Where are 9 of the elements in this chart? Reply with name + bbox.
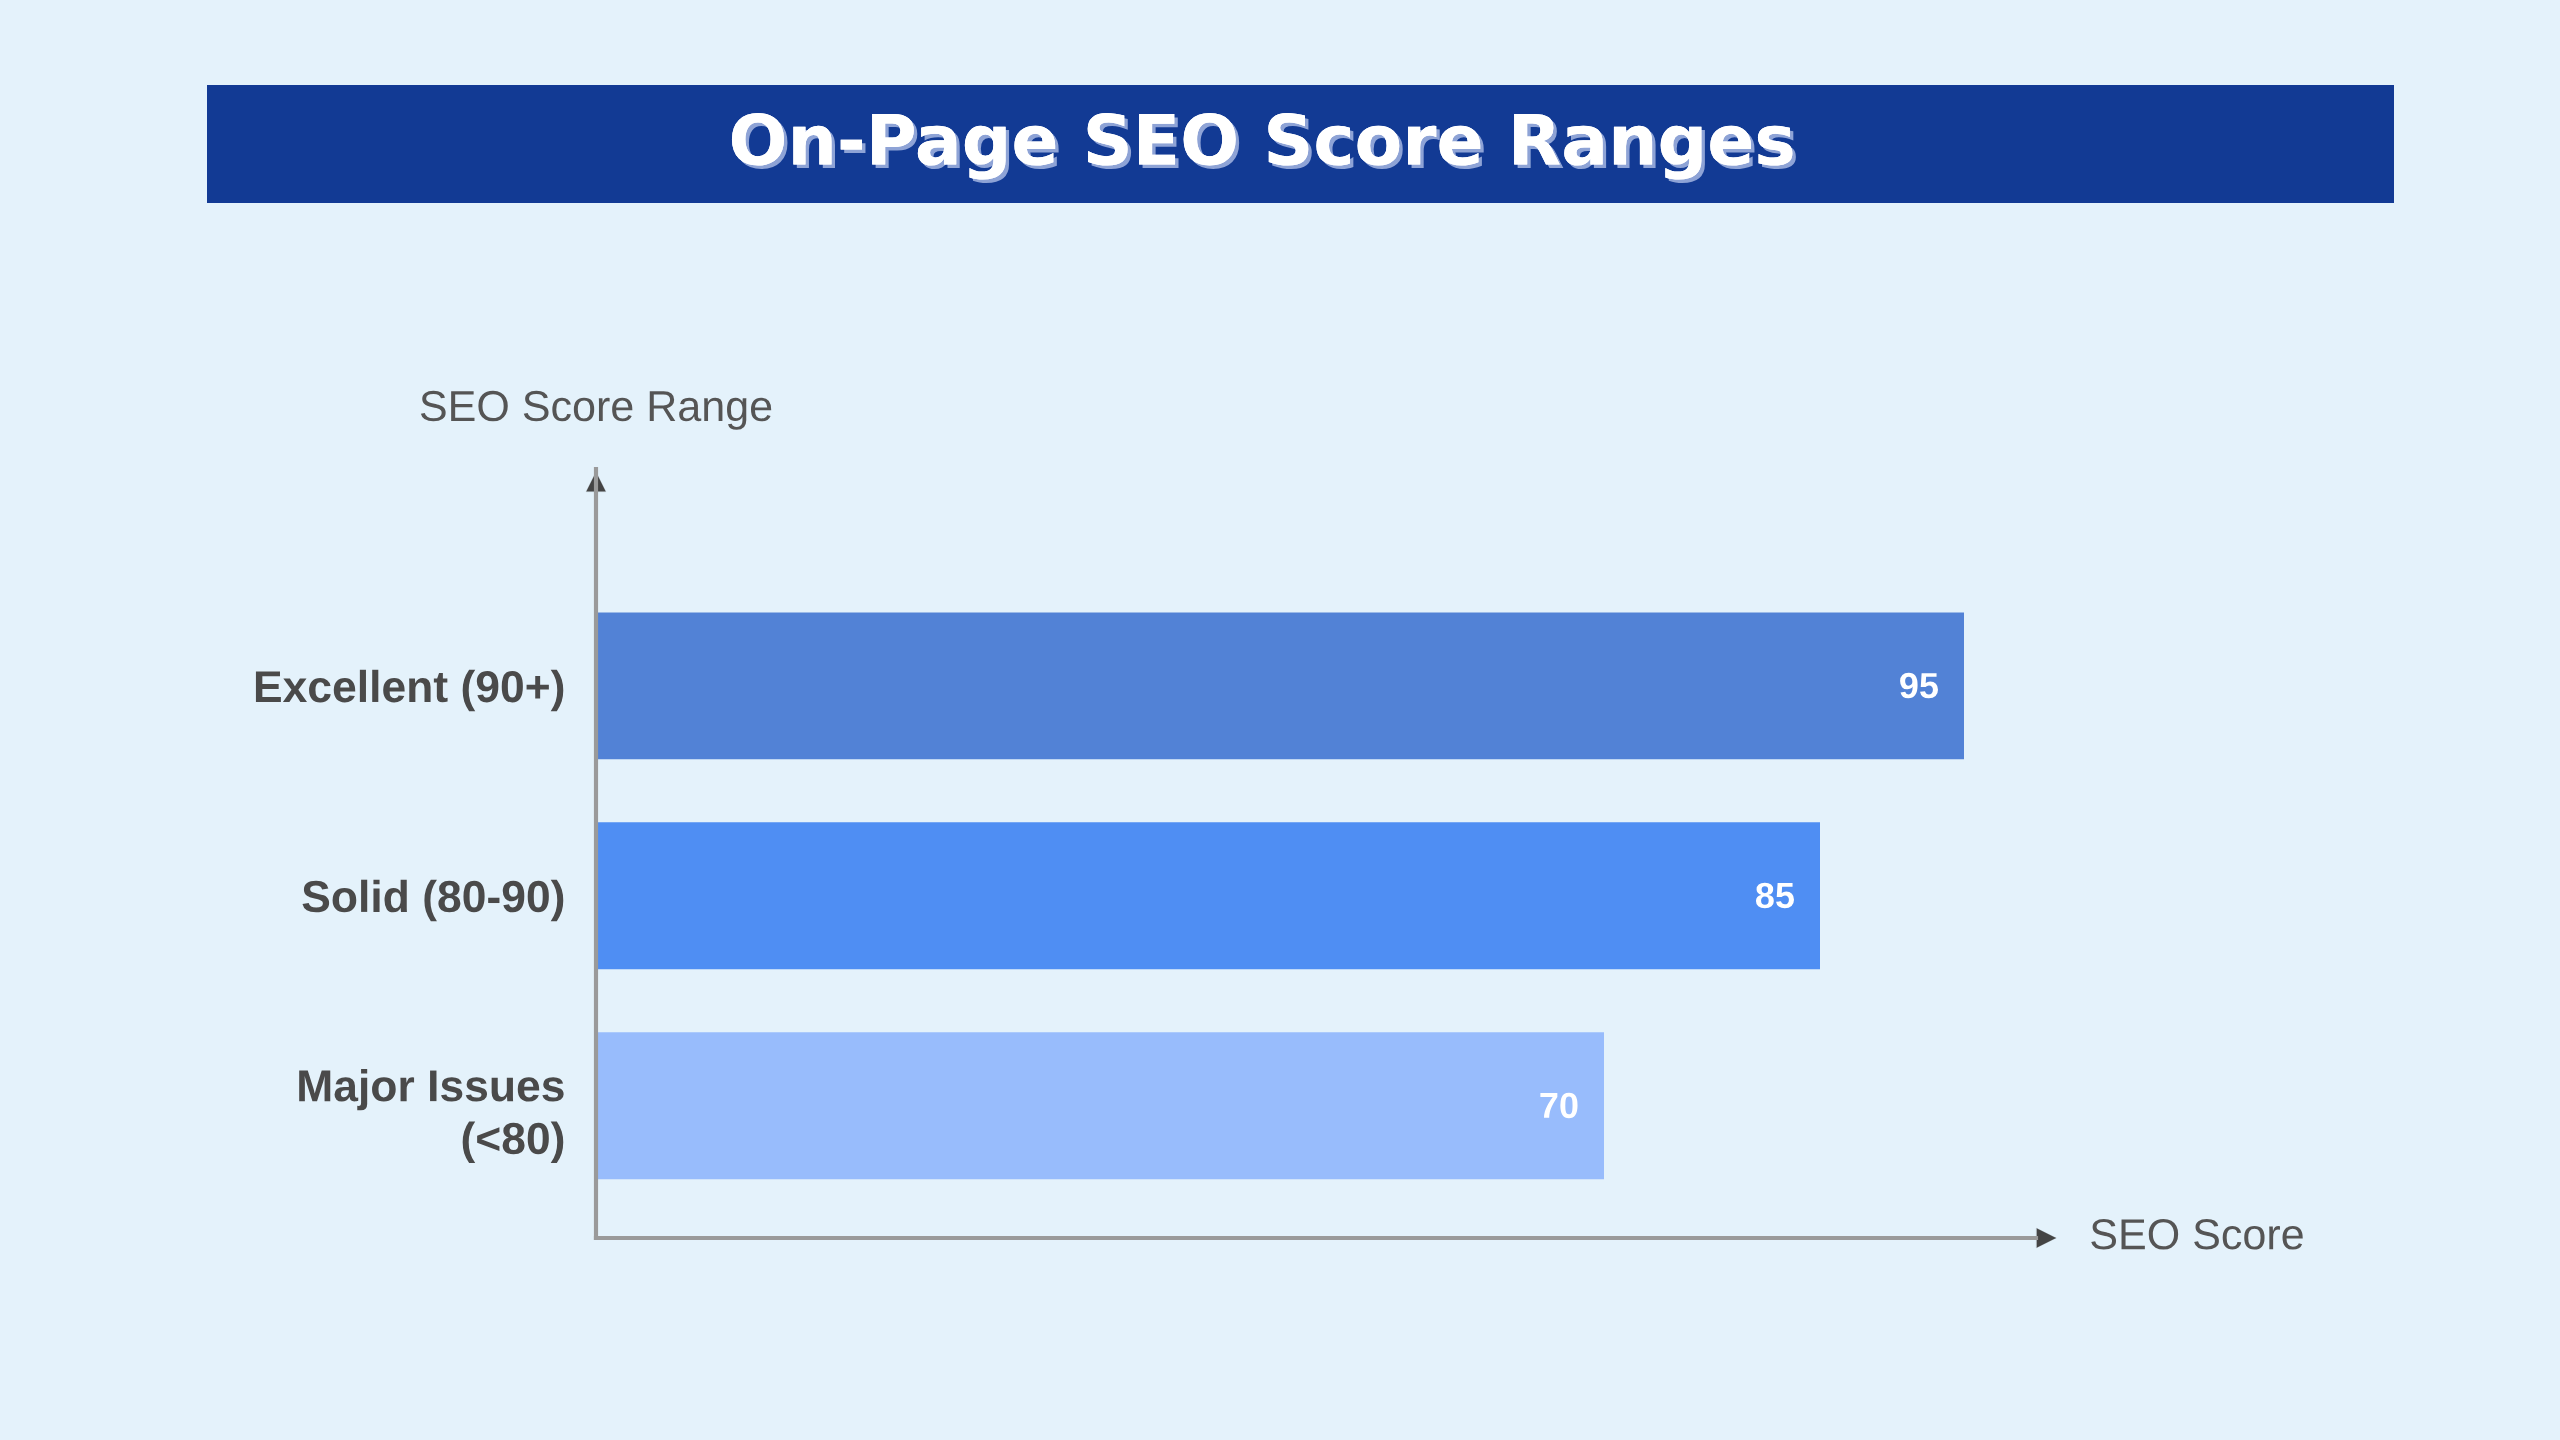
chart-title: On-Page SEO Score Ranges: [731, 113, 1796, 184]
data-label: 70: [1540, 1092, 1578, 1119]
data-label: 95: [1900, 672, 1938, 699]
y-tick-label: Excellent (90+): [255, 669, 564, 712]
data-label: 85: [1755, 882, 1794, 909]
y-tick-label: Major Issues (<80): [299, 1068, 564, 1164]
x-axis-title: SEO Score: [2091, 1219, 2303, 1250]
y-tick-label: Solid (80-90): [302, 879, 564, 922]
y-axis-title: SEO Score Range: [420, 390, 772, 430]
